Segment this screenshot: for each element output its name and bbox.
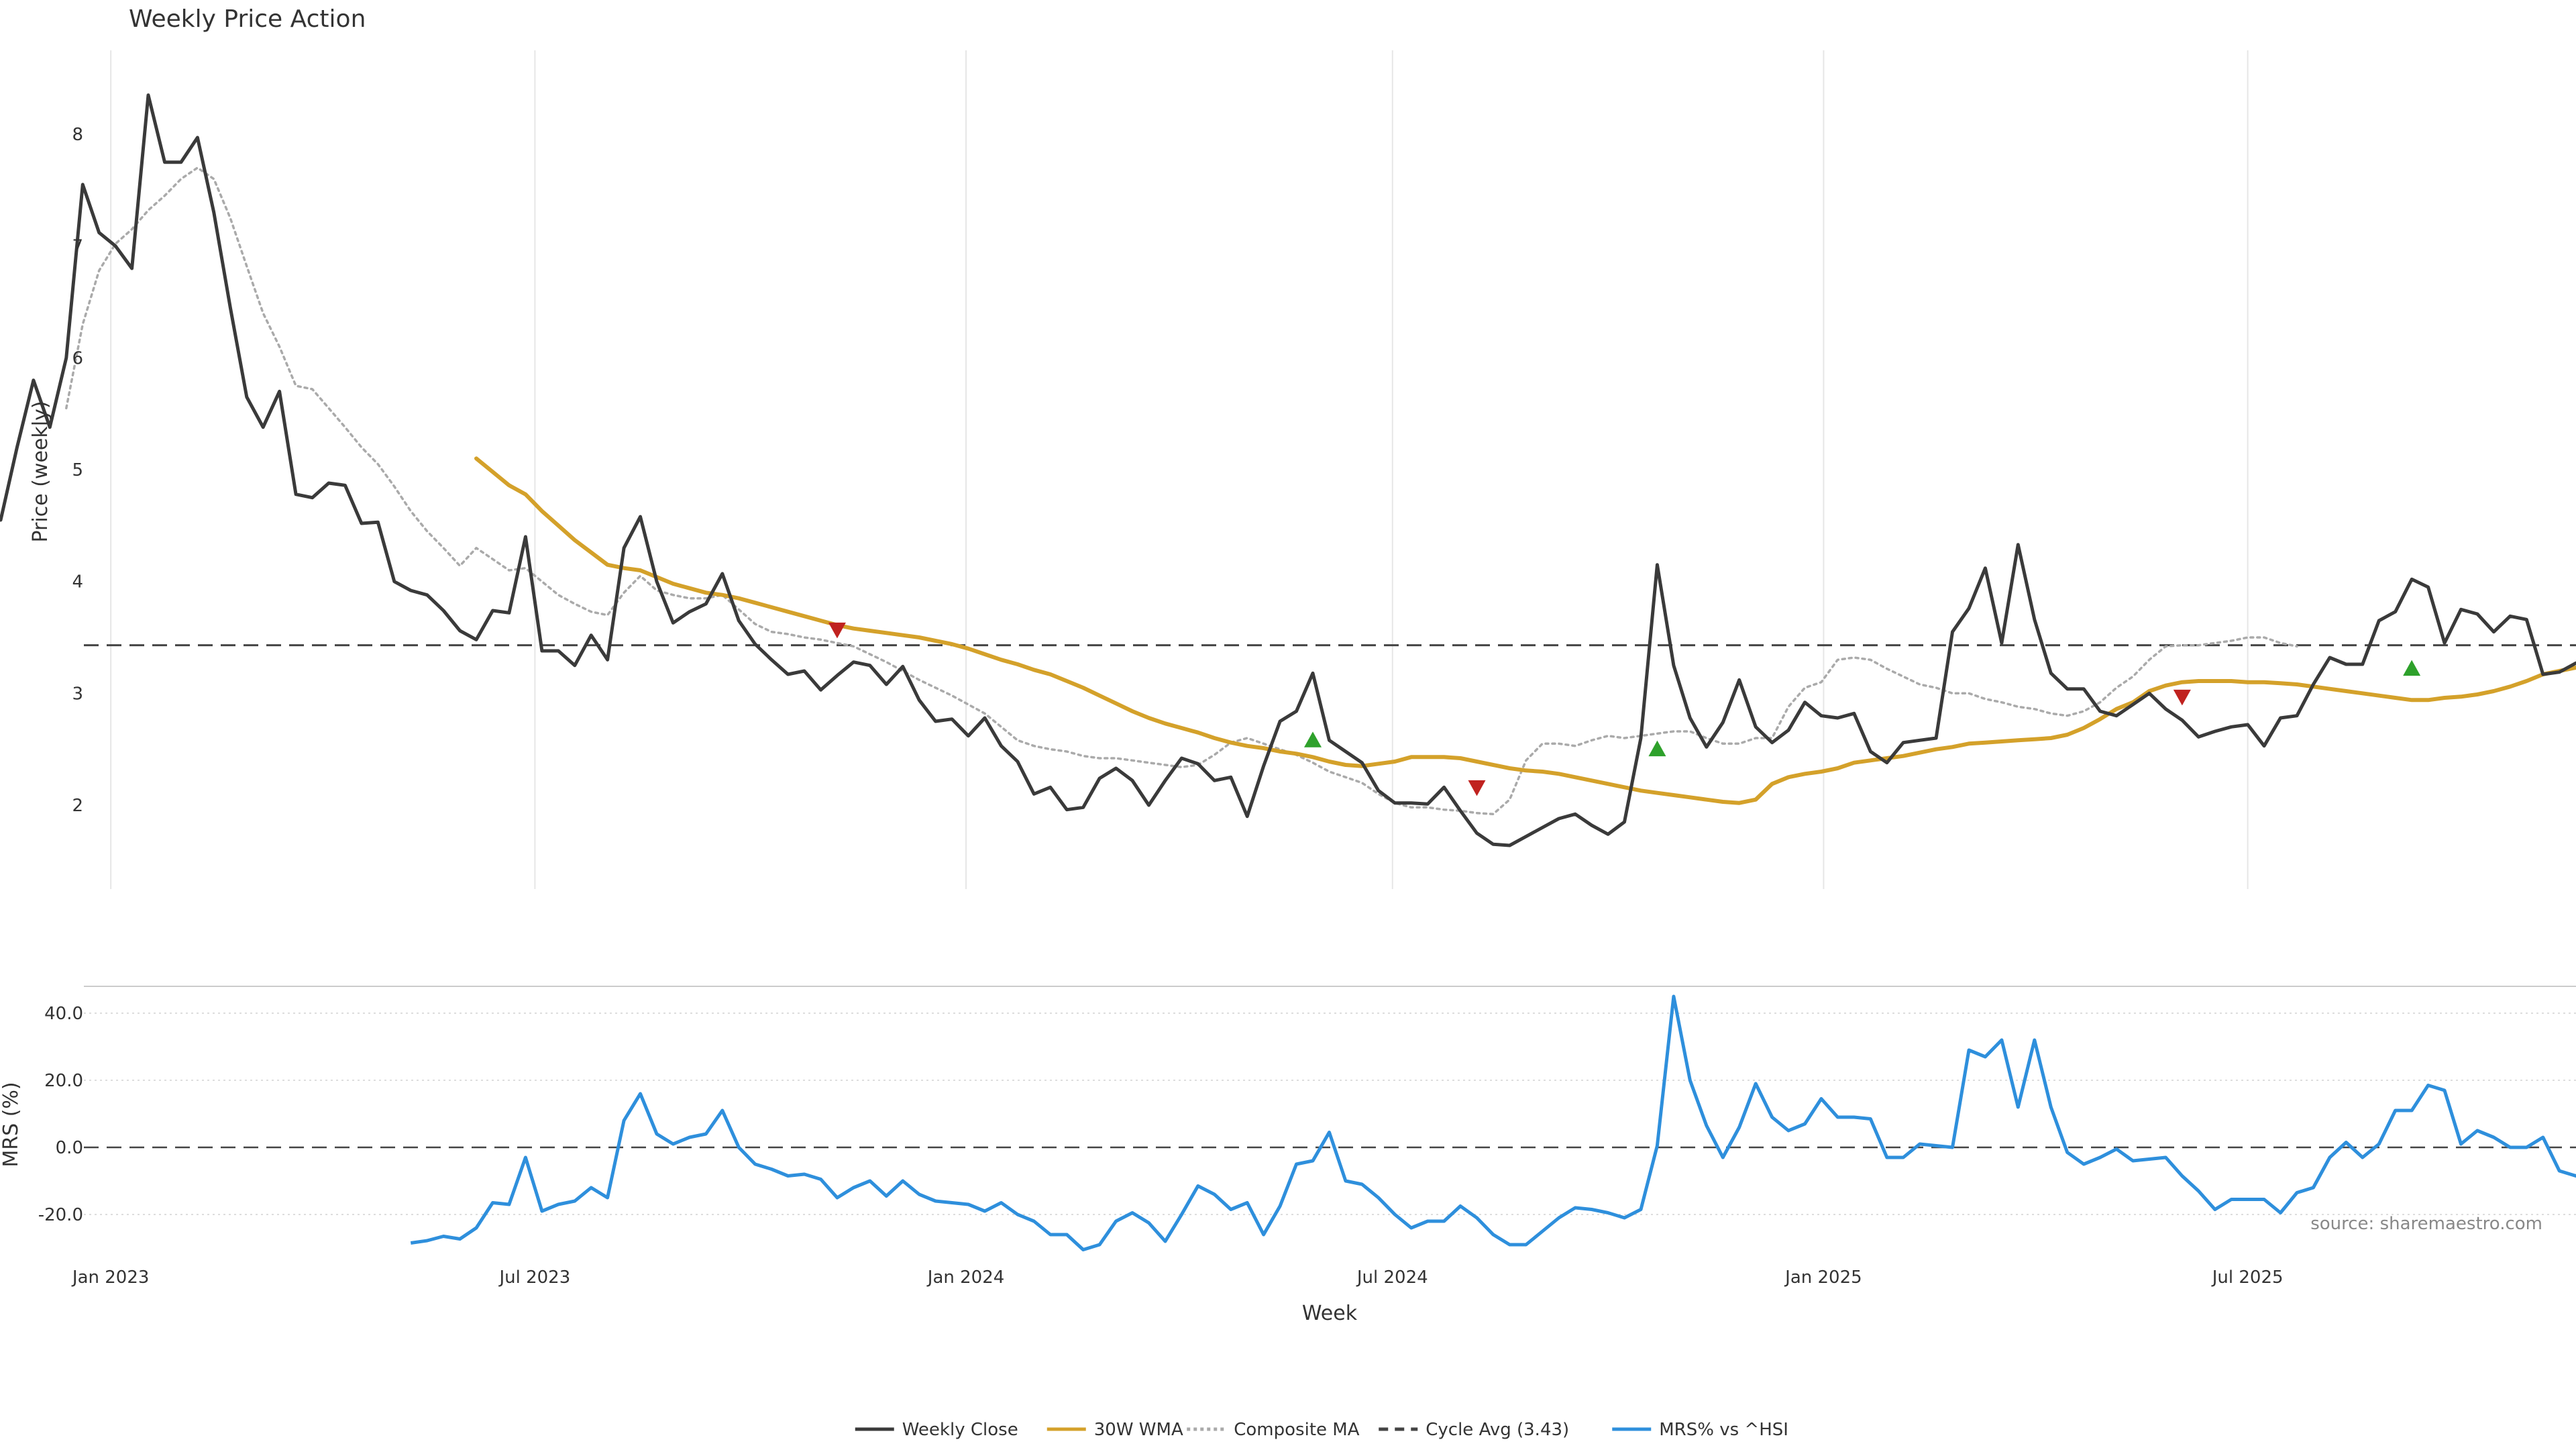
price-y-tick-label: 5 xyxy=(72,460,83,480)
wma-30w-line xyxy=(474,456,2576,805)
price-y-tick-label: 3 xyxy=(72,684,83,704)
x-tick-label: Jul 2023 xyxy=(498,1267,570,1288)
legend-label: Cycle Avg (3.43) xyxy=(1426,1420,1569,1440)
mrs-axis-label: MRS (%) xyxy=(0,1082,23,1167)
x-tick-label: Jan 2025 xyxy=(1784,1267,1862,1288)
legend-label: MRS% vs ^HSI xyxy=(1659,1420,1788,1440)
price-y-tick-label: 7 xyxy=(72,237,83,257)
reference-lines xyxy=(84,644,2576,1149)
chart-title: Weekly Price Action xyxy=(129,5,366,33)
mrs-y-tick-label: -20.0 xyxy=(38,1205,83,1225)
buy-signal-marker xyxy=(1304,731,1322,747)
price-y-tick-label: 6 xyxy=(72,348,83,368)
mrs-line xyxy=(410,994,2576,1251)
x-tick-label: Jan 2023 xyxy=(71,1267,150,1288)
chart-legend: Weekly Close 30W WMA Composite MA Cycle Avg… xyxy=(855,1420,1788,1440)
x-tick-label: Jul 2025 xyxy=(2211,1267,2284,1288)
buy-signal-marker xyxy=(2403,660,2421,676)
x-axis-label: Week xyxy=(1302,1302,1358,1325)
legend-label: Weekly Close xyxy=(902,1420,1018,1440)
signal-markers xyxy=(828,622,2421,796)
x-tick-label: Jan 2024 xyxy=(926,1267,1005,1288)
price-y-tick-label: 4 xyxy=(72,572,83,592)
weekly-close-line xyxy=(0,93,2576,847)
grid-layer xyxy=(84,50,2576,1215)
mrs-y-tick-label: 40.0 xyxy=(44,1004,83,1024)
price-axis-label: Price (weekly) xyxy=(29,401,52,542)
legend-label: Composite MA xyxy=(1234,1420,1359,1440)
source-note: source: sharemaestro.com xyxy=(2310,1214,2542,1234)
sell-signal-marker xyxy=(828,622,846,639)
mrs-y-tick-label: 20.0 xyxy=(44,1071,83,1091)
mrs-y-tick-label: 0.0 xyxy=(56,1138,83,1158)
buy-signal-marker xyxy=(1648,740,1666,757)
tick-labels: Jan 2023 Jul 2023 Jan 2024 Jul 2024 Jan 2025… xyxy=(38,125,2284,1288)
legend-label: 30W WMA xyxy=(1094,1420,1183,1440)
composite-ma-line xyxy=(65,166,2298,816)
price-y-tick-label: 2 xyxy=(72,796,83,816)
series-layer xyxy=(0,93,2576,1251)
x-tick-label: Jul 2024 xyxy=(1356,1267,1428,1288)
sell-signal-marker xyxy=(1468,780,1486,796)
sell-signal-marker xyxy=(2173,689,2191,706)
price-y-tick-label: 8 xyxy=(72,125,83,145)
